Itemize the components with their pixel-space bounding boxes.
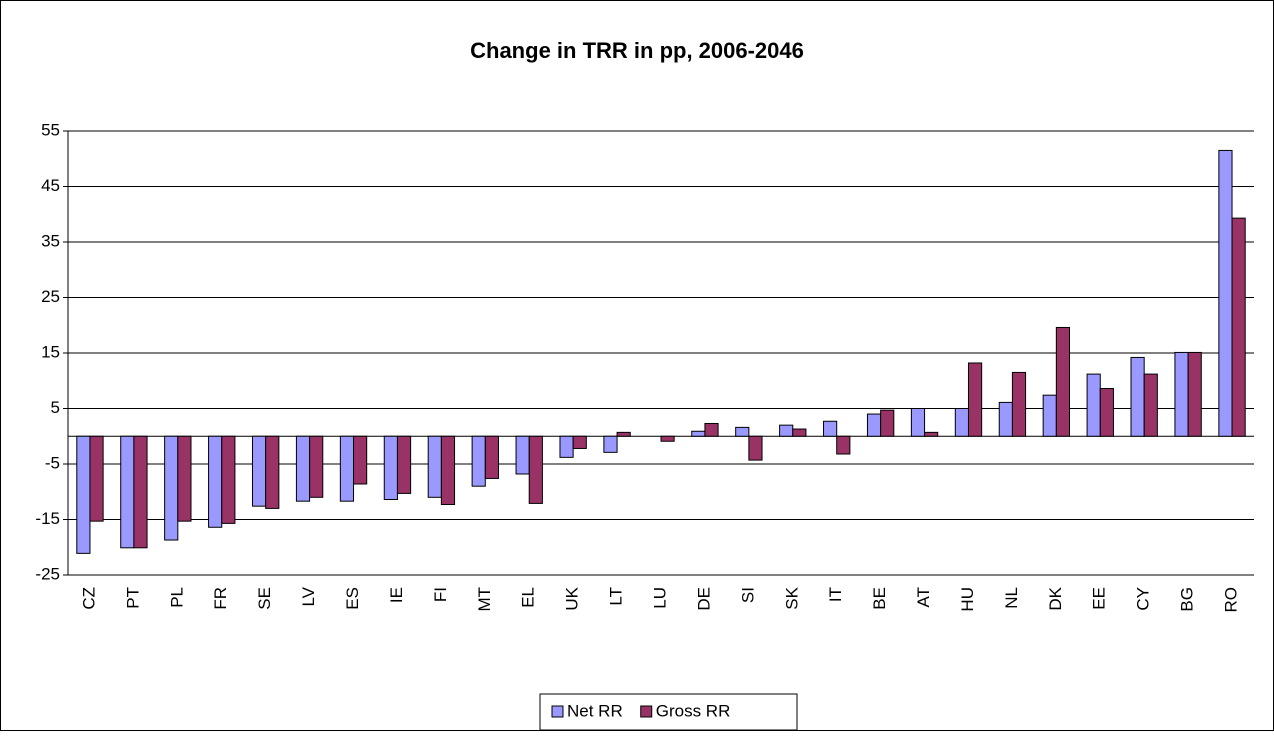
x-tick-label: IE xyxy=(387,587,406,603)
bar xyxy=(779,424,794,437)
bar xyxy=(528,435,543,504)
bar xyxy=(1086,373,1101,437)
bar xyxy=(603,435,618,453)
bar xyxy=(823,420,838,437)
bar xyxy=(691,430,706,437)
bar xyxy=(427,435,442,498)
bar xyxy=(954,408,969,437)
bar xyxy=(208,435,223,528)
x-tick-label: ES xyxy=(343,587,362,610)
bar xyxy=(1143,373,1158,437)
x-tick-label: FR xyxy=(211,587,230,610)
x-tick-label: HU xyxy=(958,587,977,612)
bar xyxy=(484,435,499,479)
bar xyxy=(1055,326,1071,437)
bar xyxy=(177,435,192,522)
bar xyxy=(748,435,763,461)
y-tick-label: 5 xyxy=(51,398,60,417)
bar xyxy=(396,435,412,494)
bar xyxy=(353,435,368,485)
x-tick-label: AT xyxy=(914,587,933,607)
x-tick-label: EE xyxy=(1090,587,1109,610)
bar xyxy=(383,435,398,501)
bar xyxy=(572,435,587,449)
bar xyxy=(221,435,236,524)
bar xyxy=(1218,149,1233,437)
chart-title: Change in TRR in pp, 2006-2046 xyxy=(470,38,804,63)
bar xyxy=(704,422,719,437)
bar xyxy=(133,435,148,549)
x-tick-label: IT xyxy=(826,587,845,602)
bar xyxy=(89,435,104,522)
bar xyxy=(1174,351,1189,437)
y-tick-label: -5 xyxy=(45,453,60,472)
x-tick-label: SI xyxy=(738,587,757,603)
bar xyxy=(1099,388,1114,437)
bar xyxy=(1042,394,1057,437)
x-tick-label: PL xyxy=(167,587,186,608)
legend: Net RR Gross RR xyxy=(539,693,798,731)
legend-label: Net RR xyxy=(567,701,623,720)
legend-label: Gross RR xyxy=(656,701,731,720)
x-tick-label: EL xyxy=(519,587,538,608)
y-tick-label: 55 xyxy=(41,120,60,139)
bar xyxy=(339,435,355,502)
x-tick-label: PT xyxy=(123,587,142,609)
x-tick-label: SE xyxy=(255,587,274,610)
bar xyxy=(910,408,926,437)
bar xyxy=(836,435,851,455)
y-tick-label: 35 xyxy=(41,231,60,250)
bar xyxy=(1130,356,1145,437)
x-tick-label: DK xyxy=(1046,586,1065,610)
legend-swatch xyxy=(551,705,564,718)
y-tick-label: -25 xyxy=(35,564,60,583)
x-tick-label: CZ xyxy=(79,587,98,610)
bar xyxy=(866,413,882,437)
x-tick-label: CY xyxy=(1134,587,1153,611)
x-tick-label: LU xyxy=(650,587,669,609)
y-tick-label: -15 xyxy=(35,509,60,528)
x-tick-label: MT xyxy=(475,587,494,612)
bar xyxy=(164,435,179,541)
x-tick-label: LV xyxy=(299,586,318,606)
x-tick-label: SK xyxy=(782,586,801,609)
bar xyxy=(120,435,135,549)
bar xyxy=(924,431,939,437)
bar xyxy=(792,428,807,437)
x-tick-label: RO xyxy=(1222,587,1241,613)
x-tick-label: UK xyxy=(563,586,582,610)
x-tick-label: DE xyxy=(694,587,713,611)
y-tick-label: 25 xyxy=(41,287,60,306)
x-tick-label: BE xyxy=(870,587,889,610)
bar xyxy=(1231,217,1246,437)
y-tick-label: 45 xyxy=(41,176,60,195)
bar xyxy=(440,435,456,506)
bar xyxy=(251,435,267,507)
legend-swatch xyxy=(640,705,653,718)
bar xyxy=(295,435,311,502)
bar xyxy=(515,435,530,475)
legend-box xyxy=(539,693,798,731)
x-tick-label: BG xyxy=(1178,587,1197,612)
x-tick-label: LT xyxy=(607,587,626,606)
bar xyxy=(660,435,675,442)
bar xyxy=(265,435,280,509)
x-tick-label: NL xyxy=(1002,587,1021,609)
bar xyxy=(471,435,486,487)
bar xyxy=(967,362,983,437)
x-tick-label: FI xyxy=(431,587,450,602)
bar xyxy=(998,401,1013,437)
bar xyxy=(616,431,631,437)
bar xyxy=(309,435,324,498)
bar xyxy=(559,435,574,458)
y-tick-label: 15 xyxy=(41,342,60,361)
bar xyxy=(880,409,895,437)
bar xyxy=(76,435,91,554)
bar xyxy=(735,426,750,437)
bar xyxy=(1187,351,1202,437)
bar xyxy=(1011,371,1027,437)
